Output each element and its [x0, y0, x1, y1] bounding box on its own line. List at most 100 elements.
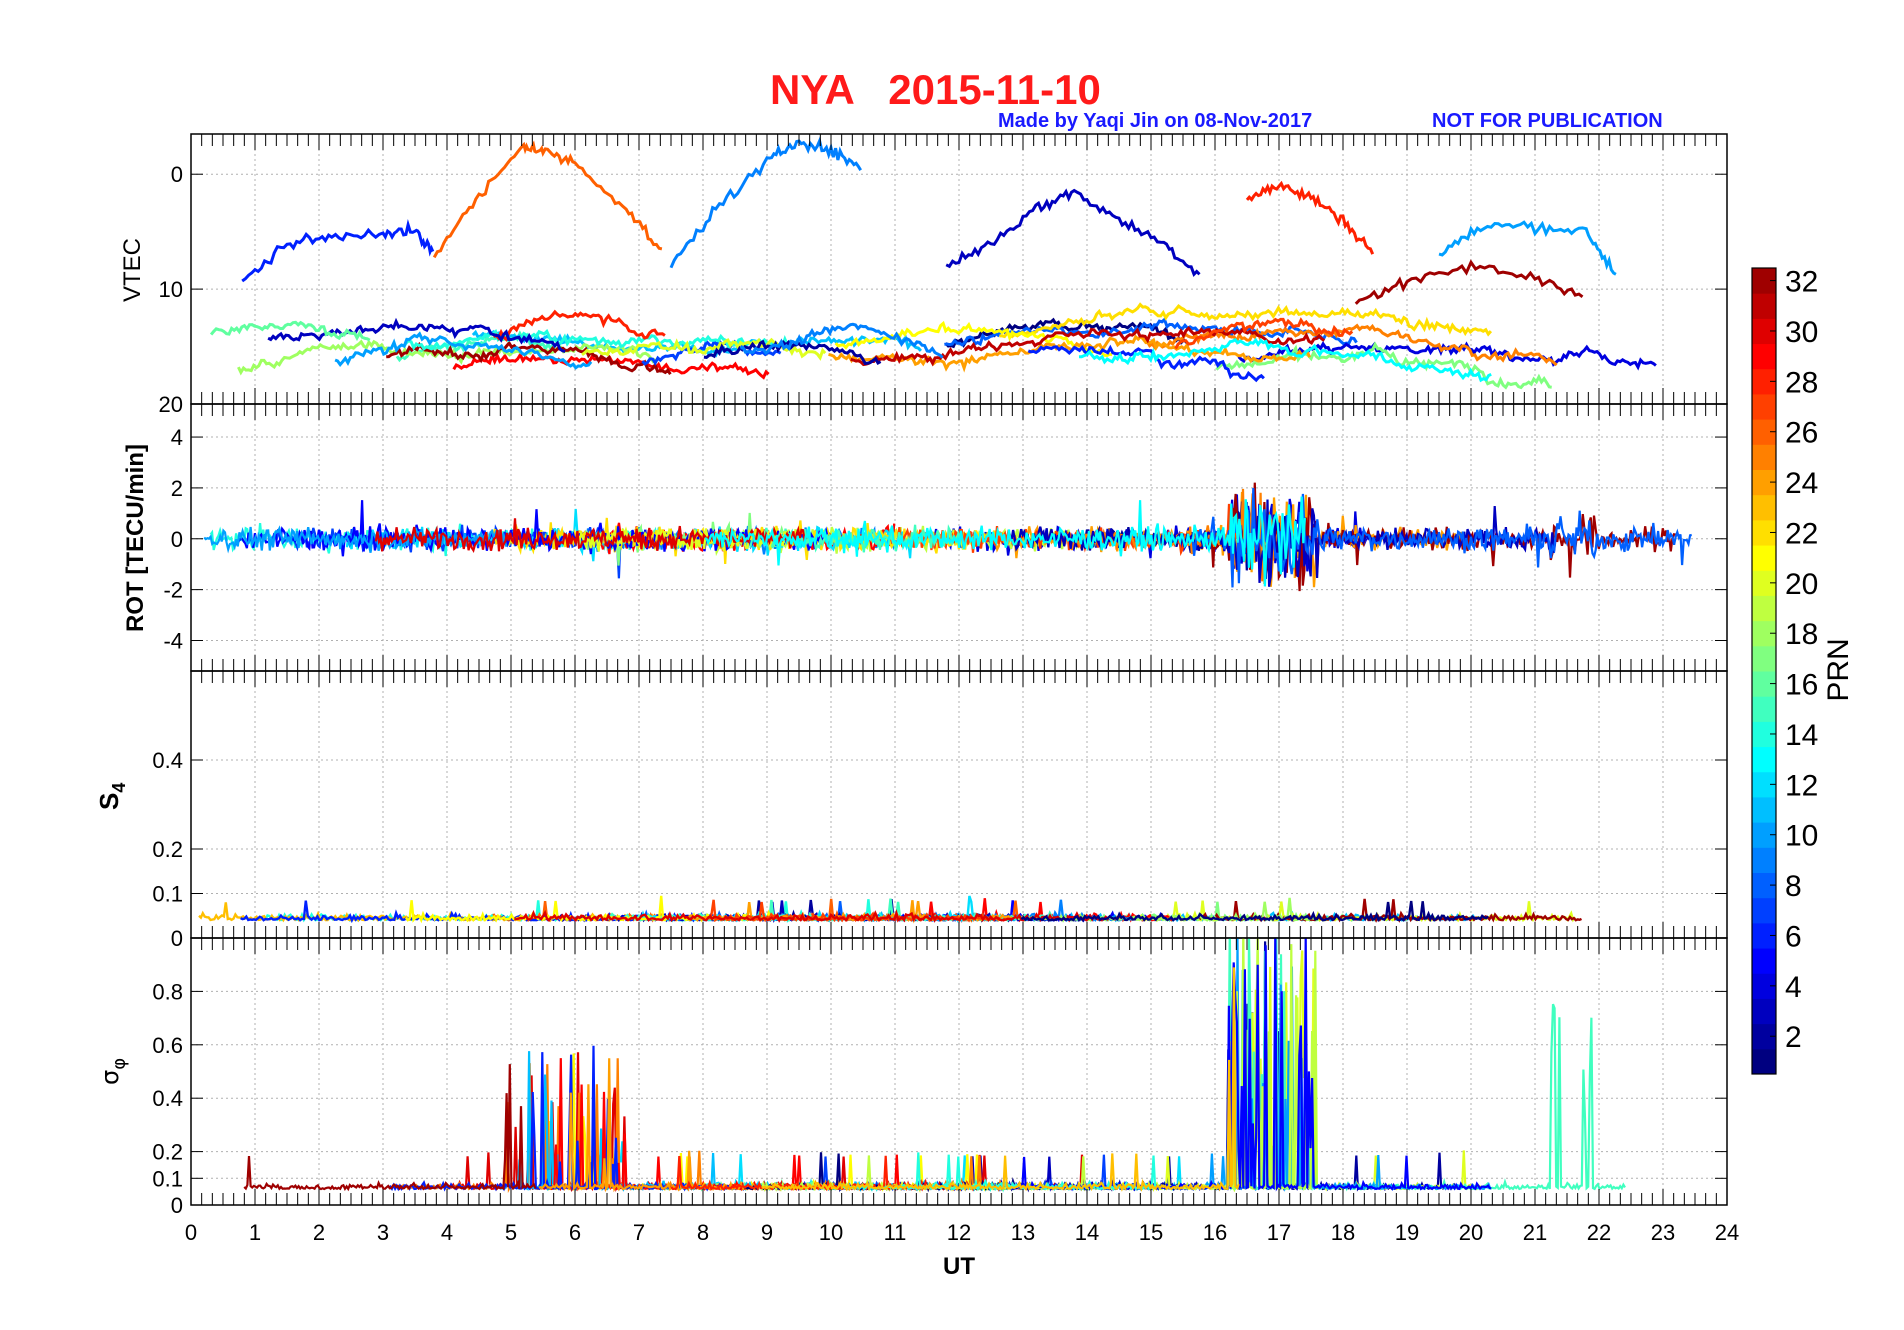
sigma-trace-prn-32: [243, 1064, 537, 1192]
panel-vtec: 0 10 20: [159, 133, 1728, 417]
vtec-trace-prn-18: [237, 339, 657, 376]
colorbar-seg: [1752, 746, 1776, 773]
xtick-label: 8: [697, 1220, 709, 1245]
ylabel-vtec: VTEC: [119, 238, 146, 302]
xtick-label: 23: [1651, 1220, 1675, 1245]
vtec-trace-prn-10: [334, 331, 593, 370]
xticks-s4: 0.4 0.2 0.1 0: [152, 671, 1728, 951]
xtick-label: 13: [1011, 1220, 1035, 1245]
colorbar-seg: [1752, 1048, 1776, 1075]
sigma-trace-prn-25: [397, 1058, 1024, 1194]
s4-trace-prn-30: [514, 909, 1109, 923]
colorbar-label: PRN: [1822, 638, 1855, 701]
vtec-trace-prn-14: [402, 328, 789, 351]
vtec-arc-0: [432, 140, 663, 259]
chart-title: NYA 2015-11-10: [770, 66, 1101, 114]
xtick-label: 1: [249, 1220, 261, 1245]
colorbar-seg: [1752, 948, 1776, 974]
colorbar-tick-label: 8: [1785, 870, 1802, 903]
colorbar-tick-label: 32: [1785, 266, 1818, 299]
xtick-label: 17: [1267, 1220, 1291, 1245]
xtick-label: 7: [633, 1220, 645, 1245]
vtec-arc-2: [669, 136, 862, 269]
xticks-vtec: 0 10 20: [159, 134, 1728, 417]
title-station: NYA: [770, 66, 854, 113]
vtec-trace-prn-29: [452, 351, 770, 380]
ytick-label-sigma: 0.8: [152, 979, 183, 1004]
colorbar-seg: [1752, 444, 1776, 470]
series-s4: [198, 895, 1583, 924]
rot-trace-prn-8: [1191, 487, 1692, 588]
colorbar-seg: [1752, 847, 1776, 873]
vtec-trace-prn-20: [581, 337, 827, 361]
panel-sigma: 0.8 0.6 0.4 0.20.10: [152, 937, 1728, 1218]
ytick-label-rot: -2: [163, 578, 183, 603]
xtick-label: 0: [185, 1220, 197, 1245]
vtec-arc-3: [945, 188, 1201, 278]
ylabel-sigma-sub: φ: [109, 1058, 130, 1070]
colorbar-tick-label: 14: [1785, 719, 1818, 752]
series-vtec: [209, 136, 1657, 390]
xtick-label: 14: [1075, 1220, 1099, 1245]
xtick-label: 19: [1395, 1220, 1419, 1245]
colorbar-seg: [1752, 897, 1776, 924]
xtick-label: 12: [947, 1220, 971, 1245]
axis-labels: 0 1 2 3 4 5 6 7 8 9 10 11 12 13 14 15 16 17 18 19 20 21 22 23 24…: [94, 238, 1739, 1280]
xtick-label: 21: [1523, 1220, 1547, 1245]
rot-trace-prn-30: [374, 518, 808, 553]
xtick-label: 20: [1459, 1220, 1483, 1245]
vtec-trace-prn-32: [386, 340, 672, 376]
ytick-label-s4: 0.1: [152, 882, 183, 907]
vtec-trace-prn-27: [1174, 317, 1354, 350]
panel-rot: 4 2 0 -2 -4: [163, 403, 1728, 672]
ytick-label-s4: 0.2: [152, 837, 183, 862]
xtick-label: 16: [1203, 1220, 1227, 1245]
vtec-trace-prn-17: [1215, 341, 1552, 390]
ylabel-sigma: σφ: [96, 1058, 130, 1085]
ytick-label-sigma: 0: [171, 1193, 183, 1218]
ytick-label-s4: 0.4: [152, 748, 183, 773]
vtec-trace-prn-21: [834, 320, 1113, 358]
vtec-arc-4: [1245, 180, 1375, 255]
series-rot: [203, 482, 1692, 592]
vtec-trace-prn-16: [209, 320, 371, 342]
not-for-publication-note: NOT FOR PUBLICATION: [1432, 110, 1663, 132]
ytick-label-sigma: 0.6: [152, 1033, 183, 1058]
ylabel-s4-sub: 4: [109, 783, 129, 793]
colorbar-tick-label: 24: [1785, 467, 1818, 500]
colorbar-seg: [1752, 393, 1776, 420]
vtec-trace-prn-2: [703, 339, 882, 366]
colorbar-tick-label: 18: [1785, 618, 1818, 651]
ylabel-s4: S4: [94, 783, 129, 810]
ytick-label-rot: 2: [171, 476, 183, 501]
xtick-label: 5: [505, 1220, 517, 1245]
xticks-sigma: 0.8 0.6 0.4 0.20.10: [152, 938, 1728, 1218]
colorbar-tick-label: 28: [1785, 366, 1818, 399]
ytick-label-rot: 4: [171, 425, 183, 450]
colorbar-seg: [1752, 998, 1776, 1025]
ytick-label-vtec: 0: [171, 162, 183, 187]
xtick-label: 10: [819, 1220, 843, 1245]
grid-s4: [191, 671, 1727, 938]
xtick-label: 2: [313, 1220, 325, 1245]
ytick-label-sigma: 0.1: [152, 1166, 183, 1191]
vtec-trace-prn-24: [828, 334, 1312, 373]
xtick-label: 15: [1139, 1220, 1163, 1245]
vtec-trace-prn-28: [492, 309, 666, 342]
xtick-label: 3: [377, 1220, 389, 1245]
title-date: 2015-11-10: [888, 66, 1101, 113]
ytick-label-rot: 0: [171, 527, 183, 552]
vtec-arc-6: [1354, 259, 1584, 305]
colorbar-tick-label: 4: [1785, 971, 1802, 1004]
xtick-label: 6: [569, 1220, 581, 1245]
xtick-label: 24: [1715, 1220, 1739, 1245]
grid-vtec: [191, 134, 1727, 404]
made-by-note: Made by Yaqi Jin on 08-Nov-2017: [998, 110, 1313, 132]
xtick-label: 4: [441, 1220, 453, 1245]
panel-s4: 0.4 0.2 0.1 0: [152, 670, 1728, 951]
grid-sigma: [191, 938, 1727, 1205]
series-sigma: [243, 938, 1626, 1194]
colorbar-frame: [1751, 267, 1777, 1075]
